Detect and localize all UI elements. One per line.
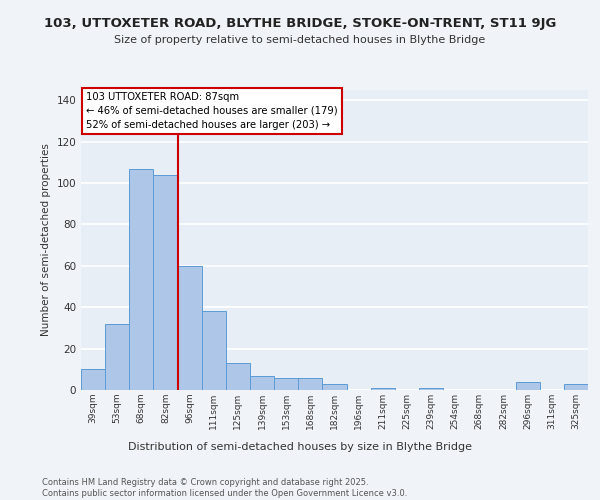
- Y-axis label: Number of semi-detached properties: Number of semi-detached properties: [41, 144, 51, 336]
- Bar: [129, 168, 154, 390]
- Bar: [564, 384, 588, 390]
- Bar: [202, 312, 226, 390]
- Bar: [226, 363, 250, 390]
- Bar: [419, 388, 443, 390]
- Bar: [81, 370, 105, 390]
- Text: 103, UTTOXETER ROAD, BLYTHE BRIDGE, STOKE-ON-TRENT, ST11 9JG: 103, UTTOXETER ROAD, BLYTHE BRIDGE, STOK…: [44, 18, 556, 30]
- Bar: [154, 175, 178, 390]
- Bar: [250, 376, 274, 390]
- Bar: [371, 388, 395, 390]
- Bar: [298, 378, 322, 390]
- Bar: [515, 382, 540, 390]
- Bar: [178, 266, 202, 390]
- Text: Size of property relative to semi-detached houses in Blythe Bridge: Size of property relative to semi-detach…: [115, 35, 485, 45]
- Bar: [105, 324, 129, 390]
- Text: Contains HM Land Registry data © Crown copyright and database right 2025.
Contai: Contains HM Land Registry data © Crown c…: [42, 478, 407, 498]
- Bar: [274, 378, 298, 390]
- Bar: [322, 384, 347, 390]
- Text: 103 UTTOXETER ROAD: 87sqm
← 46% of semi-detached houses are smaller (179)
52% of: 103 UTTOXETER ROAD: 87sqm ← 46% of semi-…: [86, 92, 338, 130]
- Text: Distribution of semi-detached houses by size in Blythe Bridge: Distribution of semi-detached houses by …: [128, 442, 472, 452]
